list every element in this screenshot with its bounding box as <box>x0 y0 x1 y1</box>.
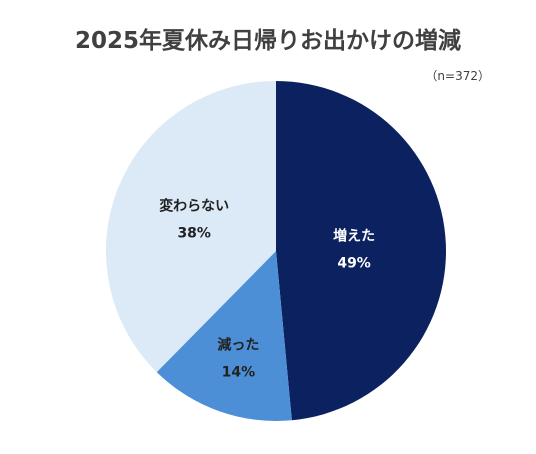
slice-decreased-label: 減った <box>217 337 259 354</box>
slice-decreased-value: 14% <box>222 365 256 381</box>
slice-unchanged <box>105 81 277 373</box>
slice-decreased <box>156 251 292 421</box>
slice-increased-label: 増えた <box>333 227 375 244</box>
pie-labels: 増えた 49% 減った 14% 変わらない 38% <box>159 198 375 381</box>
slice-increased-value: 49% <box>337 255 371 271</box>
slice-unchanged-label: 変わらない <box>159 198 229 215</box>
chart-title: 2025年夏休み日帰りお出かけの増減 <box>75 27 461 54</box>
pie-slices <box>105 81 446 421</box>
slice-increased <box>276 81 446 421</box>
sample-size-note: （n=372） <box>425 69 490 83</box>
slice-unchanged-value: 38% <box>177 226 211 242</box>
